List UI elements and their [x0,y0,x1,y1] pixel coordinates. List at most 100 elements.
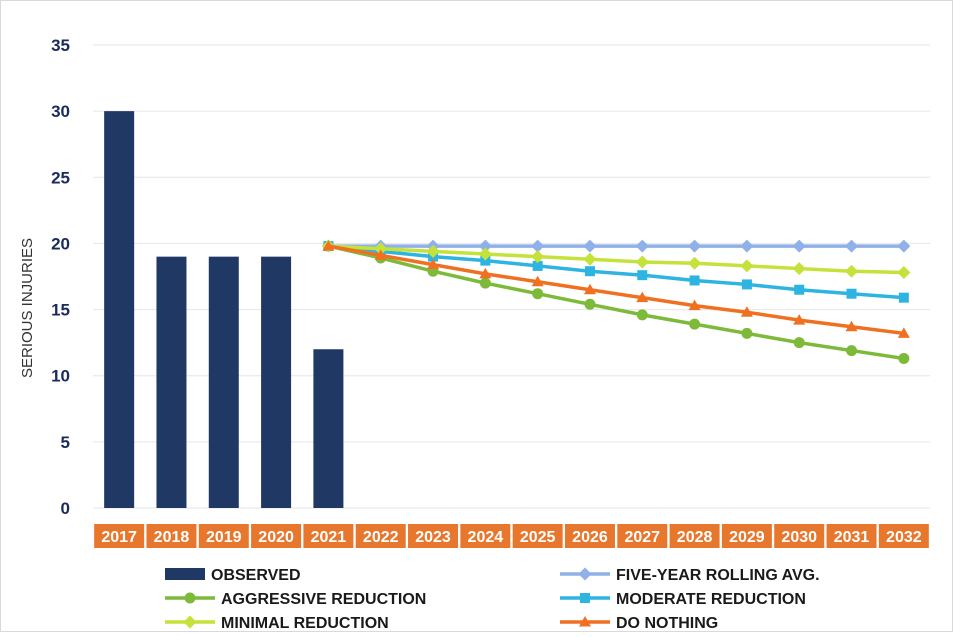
x-tick-label: 2018 [154,529,190,546]
point-moderate-reduction-2027 [637,270,648,281]
point-aggressive-reduction-2027 [636,309,648,321]
point-minimal-reduction-2029 [740,259,754,273]
x-tick-label-background [617,524,668,548]
legend-marker [580,593,590,603]
bar-observed-2018 [156,256,187,508]
x-tick-label: 2029 [729,529,765,546]
point-moderate-reduction-2025 [532,260,543,271]
series-lines [321,239,911,365]
point-minimal-reduction-2027 [635,255,649,269]
legend-marker [184,592,196,604]
series-line-moderate-reduction [328,244,904,300]
point-minimal-reduction-2022 [374,242,388,256]
point-moderate-reduction-2026 [584,266,595,277]
x-tick-label: 2027 [624,529,660,546]
point-aggressive-reduction-2024 [479,277,491,289]
point-five-year-rolling-avg-2028 [688,239,702,253]
x-tick-label: 2023 [415,529,451,546]
y-tick-label: 0 [61,499,70,518]
point-five-year-rolling-avg-2027 [635,239,649,253]
y-tick-label: 5 [61,433,70,452]
x-tick-label-background [198,524,249,548]
x-tick-label: 2028 [677,529,713,546]
point-minimal-reduction-2031 [845,264,859,278]
series-line-do-nothing [328,244,905,336]
x-tick-label-background [355,524,406,548]
bar-observed-2017 [104,111,135,509]
x-tick-label-background [251,524,302,548]
point-do-nothing-2027 [636,291,649,303]
point-five-year-rolling-avg-2026 [583,239,597,253]
x-tick-label-background [774,524,825,548]
legend-item: OBSERVED [165,567,301,584]
legend-marker [578,567,592,581]
y-tick-label: 35 [51,36,70,55]
x-tick-label: 2026 [572,529,608,546]
point-moderate-reduction-2029 [741,279,752,290]
legend-item: MINIMAL REDUCTION [165,615,389,632]
point-do-nothing-2026 [583,283,596,295]
x-tick-label-background [564,524,615,548]
x-tick-label: 2021 [311,529,347,546]
point-minimal-reduction-2024 [478,247,492,261]
x-axis-ticks: 2017 2018 2019 2020 2021 2022 2023 2024 2025 2026… [94,524,929,548]
y-axis-ticks: 0 5 10 15 20 25 30 35 [51,36,70,518]
point-do-nothing-2021 [322,240,335,251]
legend-swatch-observed [165,568,205,580]
legend-label: MODERATE REDUCTION [616,591,806,608]
point-minimal-reduction-2028 [688,256,702,270]
bar-observed-2019 [208,256,239,508]
x-tick-label-background [303,524,354,548]
legend-item: DO NOTHING [560,615,718,632]
y-tick-label: 15 [51,301,70,320]
point-do-nothing-2032 [897,327,910,338]
point-five-year-rolling-avg-2024 [478,239,492,253]
point-minimal-reduction-2023 [426,244,440,258]
point-do-nothing-2029 [740,306,753,317]
x-tick-label: 2017 [101,529,137,546]
point-moderate-reduction-2024 [480,255,491,266]
legend-item: FIVE-YEAR ROLLING AVG. [560,567,820,584]
point-do-nothing-2031 [845,320,858,332]
x-tick-label: 2030 [781,529,817,546]
point-five-year-rolling-avg-2031 [845,239,859,253]
x-tick-label-background [721,524,772,548]
point-minimal-reduction-2025 [531,250,545,264]
x-tick-label: 2022 [363,529,399,546]
bars [104,111,344,509]
point-minimal-reduction-2032 [897,266,911,280]
point-aggressive-reduction-2028 [689,318,701,330]
x-tick-label-background [826,524,877,548]
point-five-year-rolling-avg-2025 [531,239,545,253]
point-do-nothing-2022 [374,249,387,260]
x-tick-label: 2032 [886,529,922,546]
legend-item: MODERATE REDUCTION [560,591,806,608]
legend-label: DO NOTHING [616,615,718,632]
legend-label: AGGRESSIVE REDUCTION [221,591,426,608]
series-line-minimal-reduction [328,244,904,275]
x-tick-label-background [460,524,511,548]
point-aggressive-reduction-2029 [741,327,753,339]
y-tick-label: 20 [51,234,70,253]
point-aggressive-reduction-2031 [846,345,858,357]
x-tick-label-background [669,524,720,548]
point-aggressive-reduction-2026 [584,298,596,310]
point-five-year-rolling-avg-2030 [792,239,806,253]
x-tick-label: 2019 [206,529,242,546]
point-moderate-reduction-2028 [689,275,700,286]
point-moderate-reduction-2030 [794,284,805,295]
point-five-year-rolling-avg-2029 [740,239,754,253]
point-do-nothing-2025 [531,275,544,287]
legend-marker [579,616,591,627]
y-tick-label: 30 [51,102,70,121]
point-minimal-reduction-2026 [583,252,597,266]
bar-observed-2021 [313,349,344,508]
y-tick-label: 10 [51,367,70,386]
point-moderate-reduction-2032 [898,292,909,303]
legend-item: AGGRESSIVE REDUCTION [165,591,426,608]
y-tick-label: 25 [51,168,70,187]
legend-label: MINIMAL REDUCTION [221,615,389,632]
x-tick-label-background [878,524,929,548]
